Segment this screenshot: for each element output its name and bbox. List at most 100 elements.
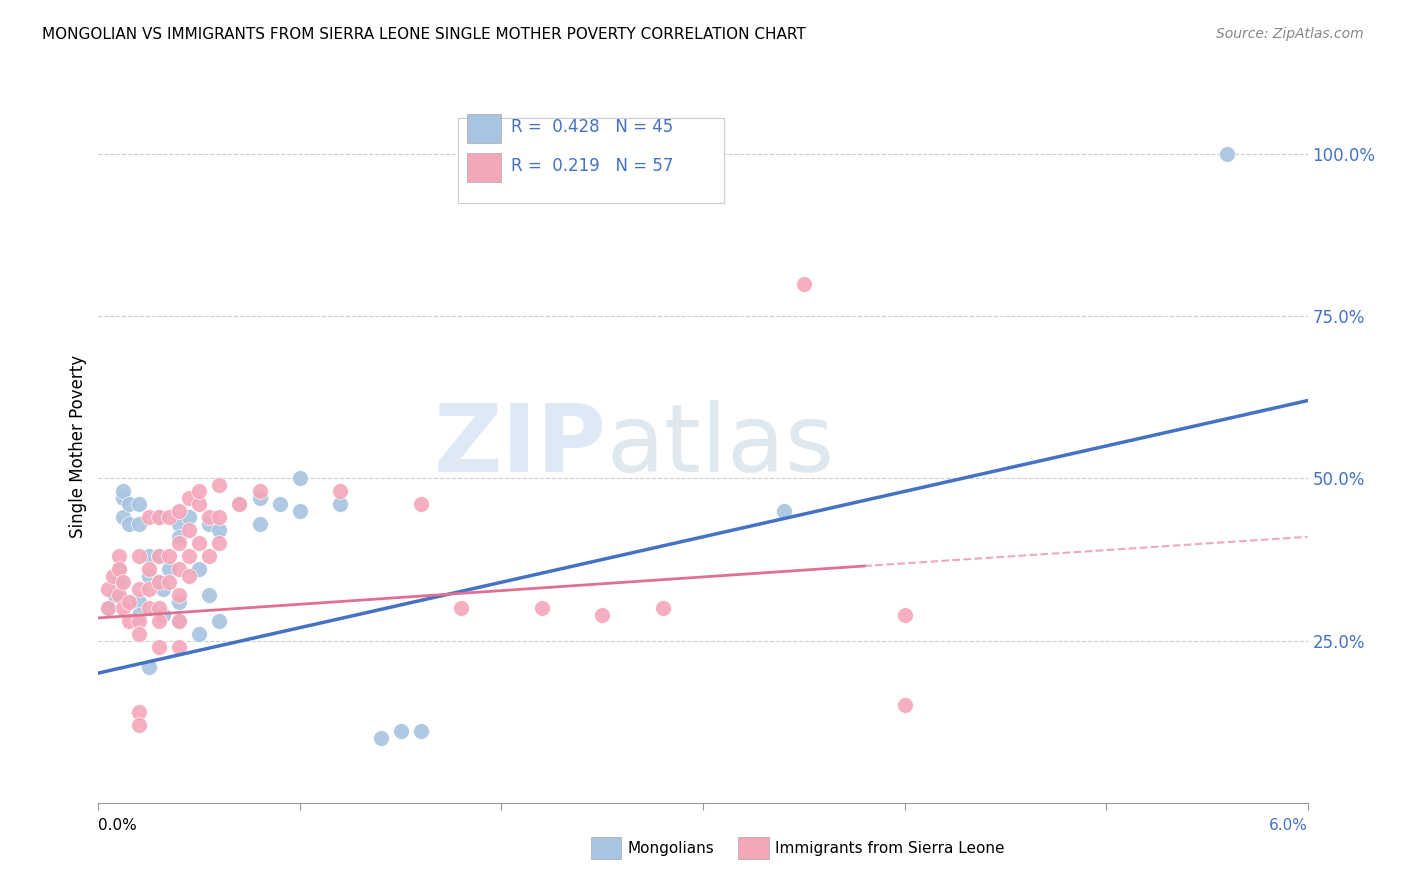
Point bbox=[167, 504, 190, 518]
Point bbox=[188, 484, 211, 499]
Text: atlas: atlas bbox=[606, 400, 835, 492]
Text: 6.0%: 6.0% bbox=[1268, 818, 1308, 833]
Point bbox=[208, 510, 231, 524]
Point bbox=[228, 497, 250, 511]
Point bbox=[893, 698, 915, 713]
Point bbox=[208, 536, 231, 550]
Point bbox=[228, 497, 250, 511]
Point bbox=[107, 588, 129, 602]
Point bbox=[128, 705, 150, 719]
Point bbox=[138, 562, 160, 576]
Point bbox=[329, 484, 352, 499]
Point bbox=[97, 582, 120, 596]
Point bbox=[530, 601, 553, 615]
FancyBboxPatch shape bbox=[457, 118, 724, 203]
Point bbox=[107, 575, 129, 590]
Point bbox=[157, 575, 180, 590]
Point bbox=[167, 595, 190, 609]
Point bbox=[128, 627, 150, 641]
Point bbox=[138, 568, 160, 582]
Point bbox=[148, 640, 170, 654]
Point bbox=[591, 607, 613, 622]
Text: R =  0.219   N = 57: R = 0.219 N = 57 bbox=[510, 157, 673, 175]
Point bbox=[188, 562, 211, 576]
Point bbox=[249, 484, 271, 499]
Point bbox=[177, 524, 201, 538]
Text: 0.0%: 0.0% bbox=[98, 818, 138, 833]
Text: ZIP: ZIP bbox=[433, 400, 606, 492]
Point bbox=[450, 601, 472, 615]
Point bbox=[249, 491, 271, 505]
Point bbox=[188, 497, 211, 511]
Point bbox=[148, 510, 170, 524]
Point bbox=[208, 524, 231, 538]
Point bbox=[111, 510, 134, 524]
Point bbox=[772, 504, 794, 518]
Point bbox=[370, 731, 392, 745]
Point bbox=[138, 549, 160, 564]
Point bbox=[157, 562, 180, 576]
Point bbox=[138, 582, 160, 596]
Point bbox=[198, 516, 221, 531]
Point bbox=[148, 510, 170, 524]
Point bbox=[97, 601, 120, 615]
Point bbox=[148, 549, 170, 564]
Point bbox=[118, 497, 141, 511]
Point bbox=[793, 277, 815, 291]
Point bbox=[177, 549, 201, 564]
Point bbox=[128, 582, 150, 596]
Text: Mongolians: Mongolians bbox=[627, 841, 714, 855]
Point bbox=[208, 614, 231, 628]
Point bbox=[111, 491, 134, 505]
Point bbox=[167, 614, 190, 628]
Point bbox=[128, 607, 150, 622]
Point bbox=[157, 510, 180, 524]
Point bbox=[128, 516, 150, 531]
Point bbox=[138, 510, 160, 524]
Point bbox=[329, 497, 352, 511]
Point bbox=[167, 588, 190, 602]
Y-axis label: Single Mother Poverty: Single Mother Poverty bbox=[69, 354, 87, 538]
Point bbox=[152, 607, 174, 622]
Point bbox=[111, 575, 134, 590]
Point bbox=[651, 601, 673, 615]
Point bbox=[167, 530, 190, 544]
Point bbox=[269, 497, 291, 511]
Point bbox=[249, 516, 271, 531]
Point bbox=[177, 510, 201, 524]
Point bbox=[167, 614, 190, 628]
Point bbox=[167, 562, 190, 576]
Point bbox=[107, 562, 129, 576]
Text: MONGOLIAN VS IMMIGRANTS FROM SIERRA LEONE SINGLE MOTHER POVERTY CORRELATION CHAR: MONGOLIAN VS IMMIGRANTS FROM SIERRA LEON… bbox=[42, 27, 806, 42]
Point bbox=[409, 497, 432, 511]
Point bbox=[128, 614, 150, 628]
Point bbox=[97, 601, 120, 615]
Point bbox=[198, 510, 221, 524]
Point bbox=[138, 601, 160, 615]
Point bbox=[103, 588, 125, 602]
Point bbox=[101, 568, 124, 582]
FancyBboxPatch shape bbox=[467, 153, 501, 182]
Point bbox=[118, 614, 141, 628]
Point bbox=[118, 516, 141, 531]
Point bbox=[177, 491, 201, 505]
Point bbox=[128, 497, 150, 511]
Point bbox=[893, 607, 915, 622]
Point bbox=[128, 718, 150, 732]
Point bbox=[107, 562, 129, 576]
Point bbox=[128, 595, 150, 609]
Point bbox=[198, 549, 221, 564]
Point bbox=[409, 724, 432, 739]
Point bbox=[167, 536, 190, 550]
Point bbox=[177, 568, 201, 582]
Point bbox=[118, 595, 141, 609]
FancyBboxPatch shape bbox=[467, 114, 501, 143]
Point bbox=[111, 484, 134, 499]
Point bbox=[128, 549, 150, 564]
Text: Source: ZipAtlas.com: Source: ZipAtlas.com bbox=[1216, 27, 1364, 41]
Point bbox=[107, 549, 129, 564]
Point bbox=[148, 575, 170, 590]
Point bbox=[1216, 147, 1239, 161]
Point bbox=[148, 575, 170, 590]
Point bbox=[148, 614, 170, 628]
